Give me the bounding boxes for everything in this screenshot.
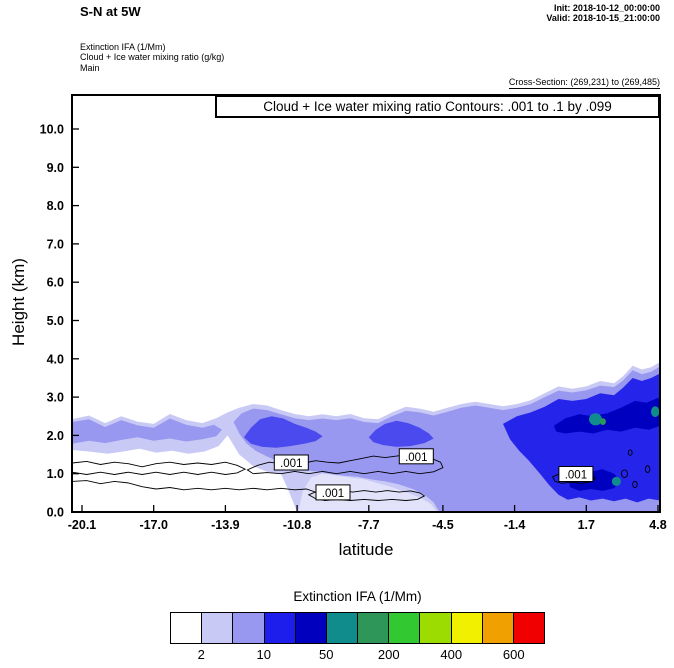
colorbar-cell [264, 613, 296, 643]
fill-teal-spot-2 [611, 476, 622, 486]
x-axis-label: latitude [338, 540, 394, 559]
contour-label: .001 [565, 470, 587, 482]
contour-line [72, 480, 319, 496]
colorbar-cell [451, 613, 483, 643]
contour-line [246, 454, 444, 475]
valid-time: Valid: 2018-10-15_21:00:00 [546, 13, 660, 23]
contour-label-box [398, 448, 434, 465]
y-axis-label: Height (km) [9, 258, 28, 346]
colorbar-cell [420, 613, 452, 643]
colorbar-cell [171, 613, 203, 643]
y-tick-label: 3.0 [47, 391, 64, 405]
contour-circle [644, 465, 651, 473]
y-tick-label: 1.0 [47, 467, 64, 481]
colorbar-cell [295, 613, 327, 643]
field-legend-extinction: Extinction IFA (1/Mm) [80, 42, 166, 52]
y-tick-label: 0.0 [47, 506, 64, 520]
x-tick-label: -4.5 [432, 518, 454, 532]
filled-region-pale-bottom-middle [298, 473, 438, 512]
x-tick-label: -17.0 [139, 518, 168, 532]
x-tick-label: -20.1 [68, 518, 97, 532]
y-tick-label: 10.0 [40, 123, 64, 137]
y-tick-label: 5.0 [47, 314, 64, 328]
colorbar [170, 612, 545, 644]
x-tick-label: -10.8 [283, 518, 312, 532]
filled-region-blue-mid-left [243, 416, 323, 448]
y-tick-label: 9.0 [47, 161, 64, 175]
y-tick-label: 4.0 [47, 352, 64, 366]
fill-teal-spot-1 [589, 413, 602, 426]
contour-label: .001 [405, 452, 427, 464]
contour-label-box [273, 454, 309, 471]
contour-label-box [315, 484, 351, 501]
fill-layer [72, 361, 660, 512]
x-tick-label: -7.7 [358, 518, 380, 532]
y-tick-label: 2.0 [47, 429, 64, 443]
fill-teal-spot-3 [651, 406, 660, 418]
colorbar-cell [233, 613, 265, 643]
contour-label: .001 [280, 458, 302, 470]
contour-info-box: Cloud + Ice water mixing ratio Contours:… [215, 95, 660, 118]
x-tick-label: 1.7 [578, 518, 595, 532]
contour-circle [632, 480, 638, 488]
contour-line [72, 460, 247, 475]
colorbar-cell [326, 613, 359, 643]
field-legend-domain: Main [80, 63, 100, 73]
cross-section-info: Cross-Section: (269,231) to (269,485) [508, 77, 660, 89]
colorbar-cell [358, 613, 390, 643]
filled-region-navy-core-upper [553, 397, 660, 434]
x-tick-label: -13.9 [211, 518, 240, 532]
contour-circle [621, 469, 628, 478]
field-legend-cloud-ice: Cloud + Ice water mixing ratio (g/kg) [80, 52, 225, 62]
y-tick-label: 6.0 [47, 276, 64, 290]
x-tick-label: 4.8 [649, 518, 666, 532]
colorbar-cell [482, 613, 514, 643]
contour-circle [627, 449, 633, 456]
colorbar-cell [513, 613, 545, 643]
fill-green-spot [599, 418, 606, 425]
x-tick-label: -1.4 [504, 518, 526, 532]
y-tick-label: 8.0 [47, 199, 64, 213]
colorbar-cell [202, 613, 234, 643]
colorbar-title: Extinction IFA (1/Mm) [293, 589, 422, 604]
page-title: S-N at 5W [80, 4, 141, 19]
init-time: Init: 2018-10-12_00:00:00 [553, 3, 660, 13]
y-tick-label: 7.0 [47, 237, 64, 251]
filled-region-strong-blue-right [503, 373, 660, 503]
filled-region-blue-mid-right [368, 420, 434, 447]
colorbar-cell [389, 613, 421, 643]
contour-label: .001 [322, 488, 344, 500]
contour-label-box [558, 466, 594, 482]
filled-region-medium-left-band [72, 418, 222, 444]
